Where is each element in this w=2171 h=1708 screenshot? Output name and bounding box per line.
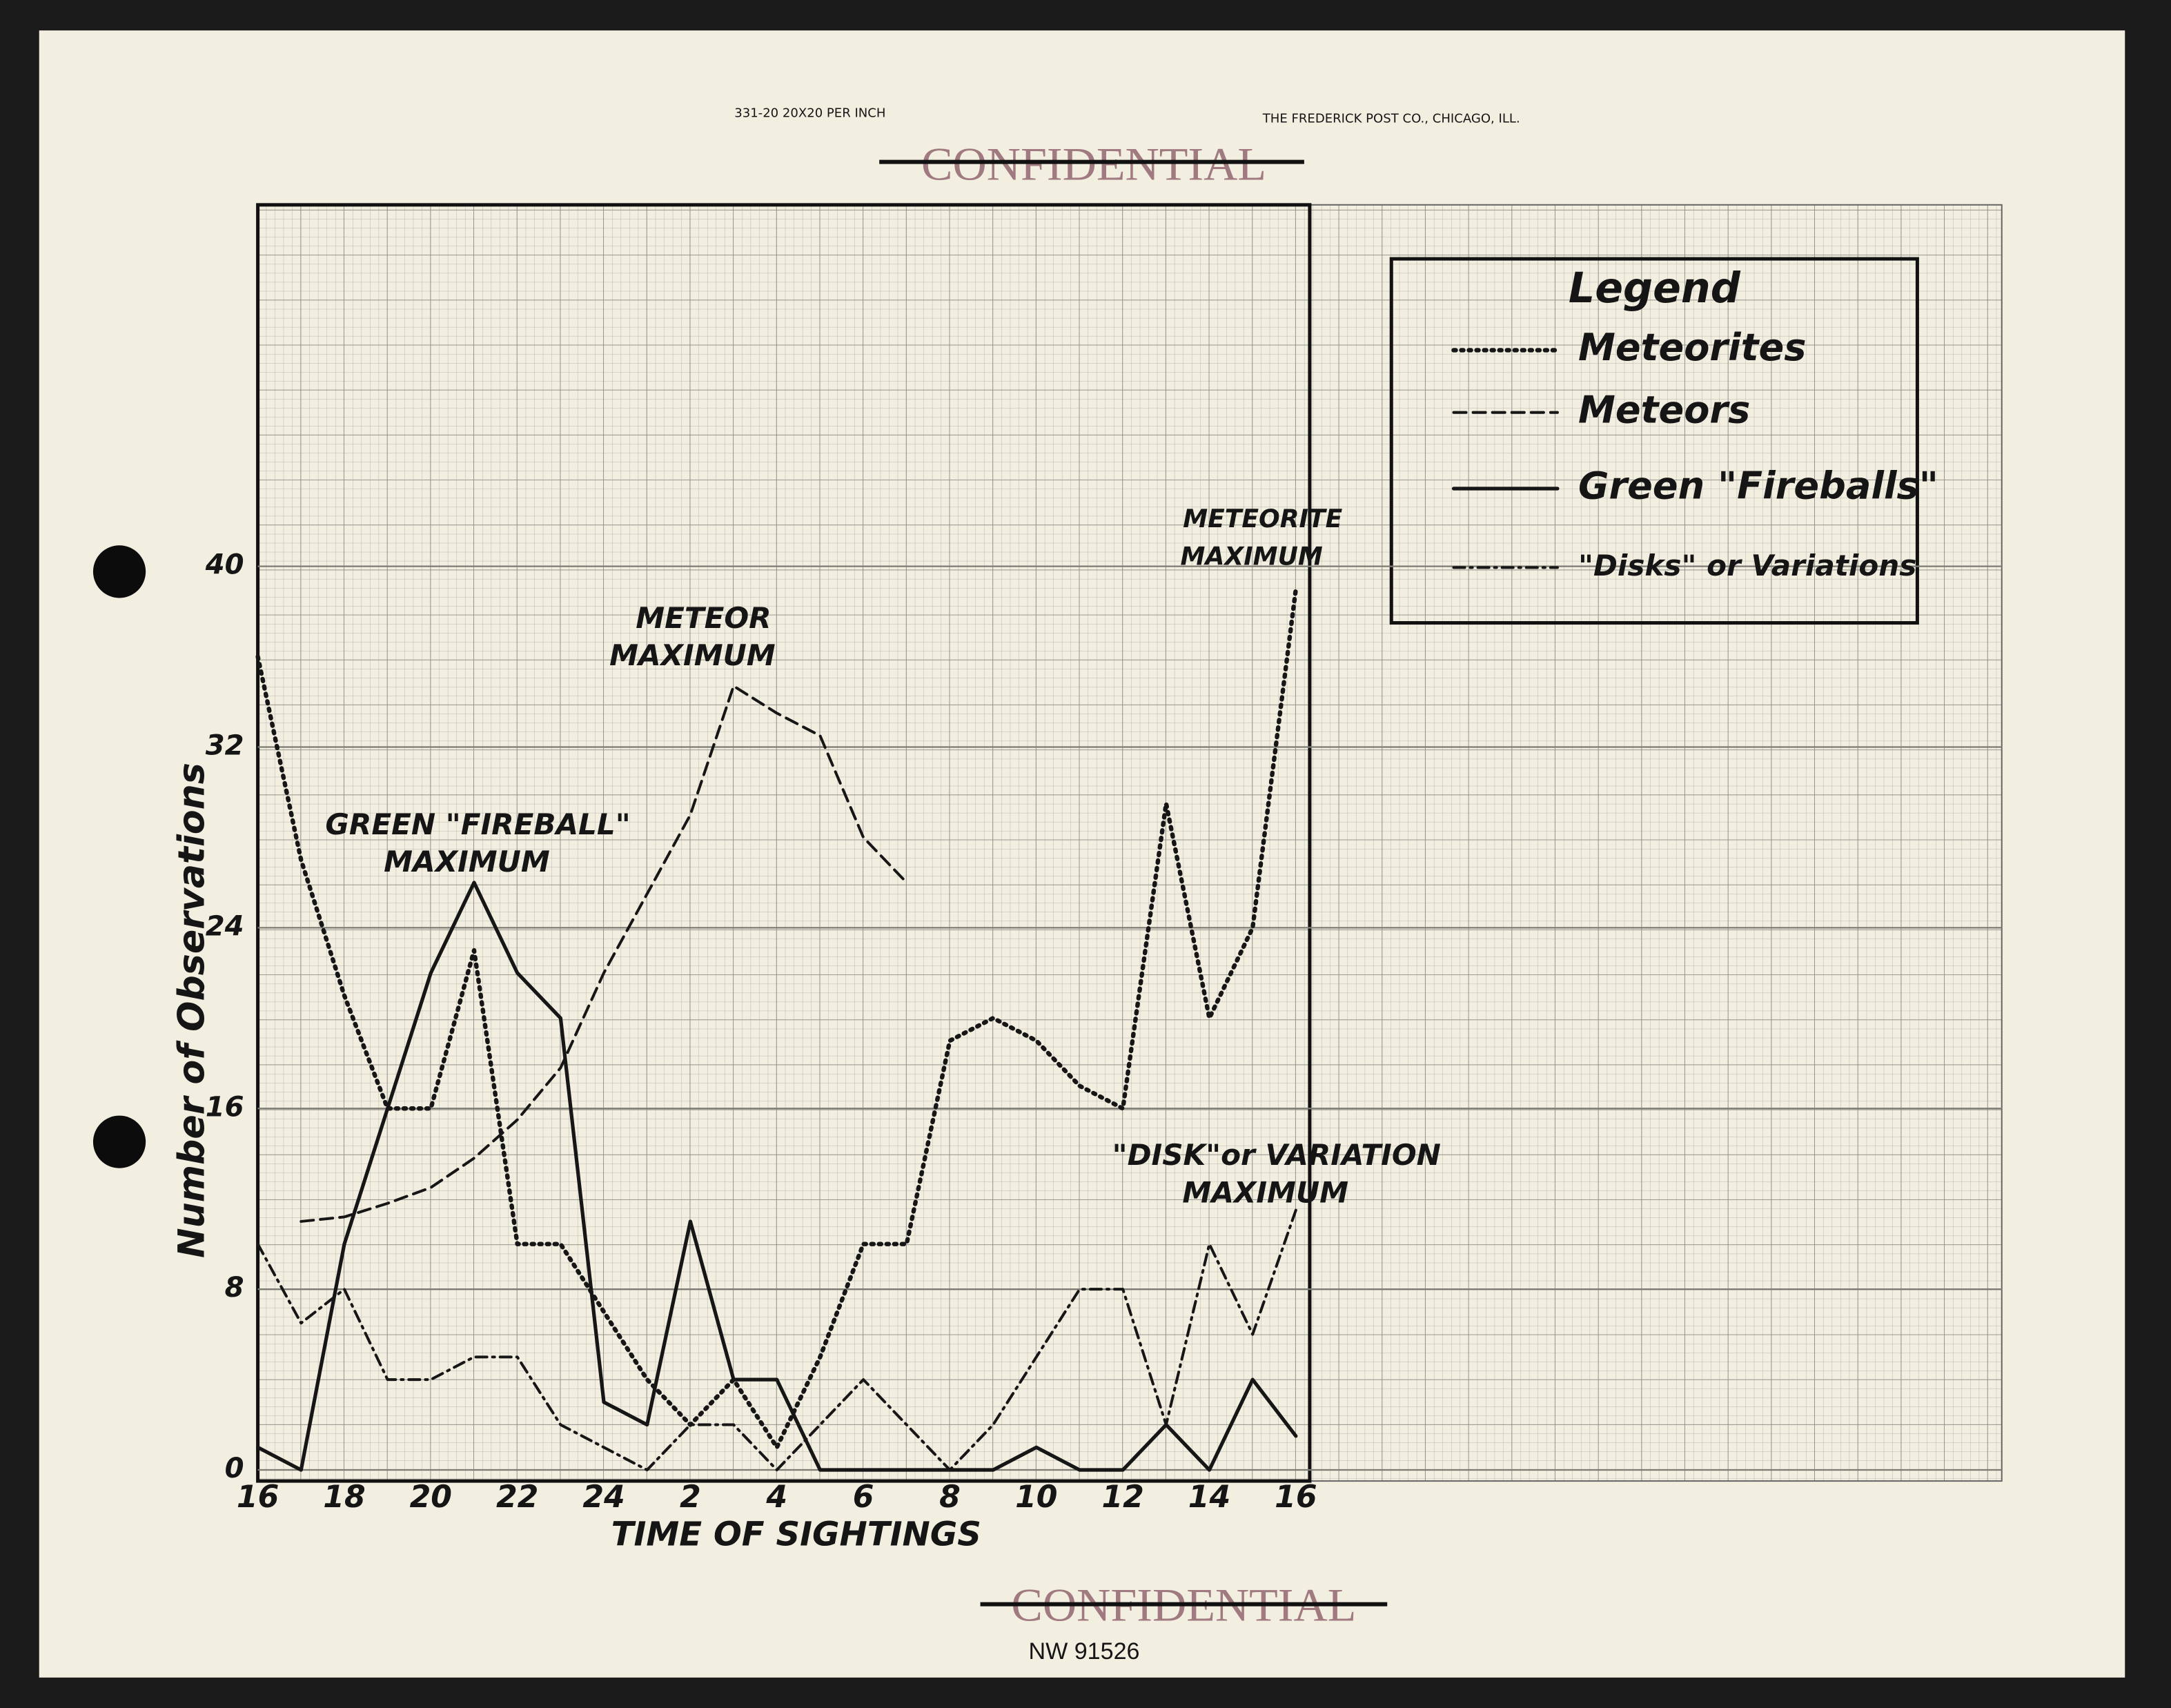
paper-code: 331-20 20X20 PER INCH bbox=[734, 106, 885, 120]
x-tick-label: 12 bbox=[1101, 1480, 1143, 1515]
annotation: "DISK"or VARIATION bbox=[1112, 1138, 1441, 1172]
x-tick-label: 24 bbox=[582, 1480, 625, 1515]
y-tick-label: 16 bbox=[206, 1091, 244, 1123]
series-line bbox=[256, 1208, 1297, 1472]
legend-label: "Disks" or Variations bbox=[1578, 549, 1916, 582]
x-tick-label: 16 bbox=[1275, 1480, 1317, 1515]
x-tick-label: 22 bbox=[496, 1480, 538, 1515]
y-tick-label: 40 bbox=[205, 549, 244, 581]
annotation: MAXIMUM bbox=[609, 638, 776, 672]
x-tick-label: 16 bbox=[237, 1480, 279, 1515]
series-line bbox=[256, 881, 1298, 1472]
y-tick-label: 8 bbox=[225, 1272, 244, 1304]
annotation: METEOR bbox=[636, 601, 771, 635]
paper-maker: THE FREDERICK POST CO., CHICAGO, ILL. bbox=[1262, 111, 1520, 126]
y-tick-label: 0 bbox=[225, 1453, 244, 1484]
series-line bbox=[299, 685, 908, 1223]
x-tick-label: 10 bbox=[1015, 1480, 1057, 1515]
x-tick-label: 14 bbox=[1188, 1480, 1230, 1515]
graph-paper-major bbox=[257, 204, 2002, 1482]
legend-title: Legend bbox=[1569, 264, 1741, 313]
y-axis-label: Number of Observations bbox=[171, 763, 213, 1258]
x-tick-label: 18 bbox=[323, 1480, 365, 1515]
annotation: METEORITE bbox=[1183, 504, 1342, 533]
legend-label: Meteors bbox=[1578, 388, 1750, 431]
x-tick-label: 2 bbox=[680, 1480, 701, 1515]
legend-label: Meteorites bbox=[1578, 326, 1806, 369]
x-tick-label: 20 bbox=[410, 1480, 452, 1515]
plot-frame bbox=[256, 203, 1312, 1483]
series-line bbox=[255, 587, 1299, 1450]
legend-label: Green "Fireballs" bbox=[1578, 464, 1938, 508]
x-tick-label: 8 bbox=[939, 1480, 961, 1515]
x-tick-label: 4 bbox=[765, 1480, 787, 1515]
legend-box bbox=[1389, 257, 1919, 625]
y-tick-label: 32 bbox=[206, 729, 244, 761]
document-id: NW 91526 bbox=[1028, 1638, 1139, 1665]
punch-hole bbox=[92, 1115, 146, 1168]
annotation: GREEN "FIREBALL" bbox=[325, 807, 630, 841]
annotation: MAXIMUM bbox=[1182, 1175, 1348, 1209]
annotation: MAXIMUM bbox=[384, 845, 550, 878]
x-tick-label: 6 bbox=[853, 1480, 874, 1515]
annotation: MAXIMUM bbox=[1181, 541, 1323, 571]
x-axis-label: TIME OF SIGHTINGS bbox=[611, 1515, 981, 1553]
y-tick-label: 24 bbox=[206, 910, 244, 942]
punch-hole bbox=[92, 545, 146, 598]
